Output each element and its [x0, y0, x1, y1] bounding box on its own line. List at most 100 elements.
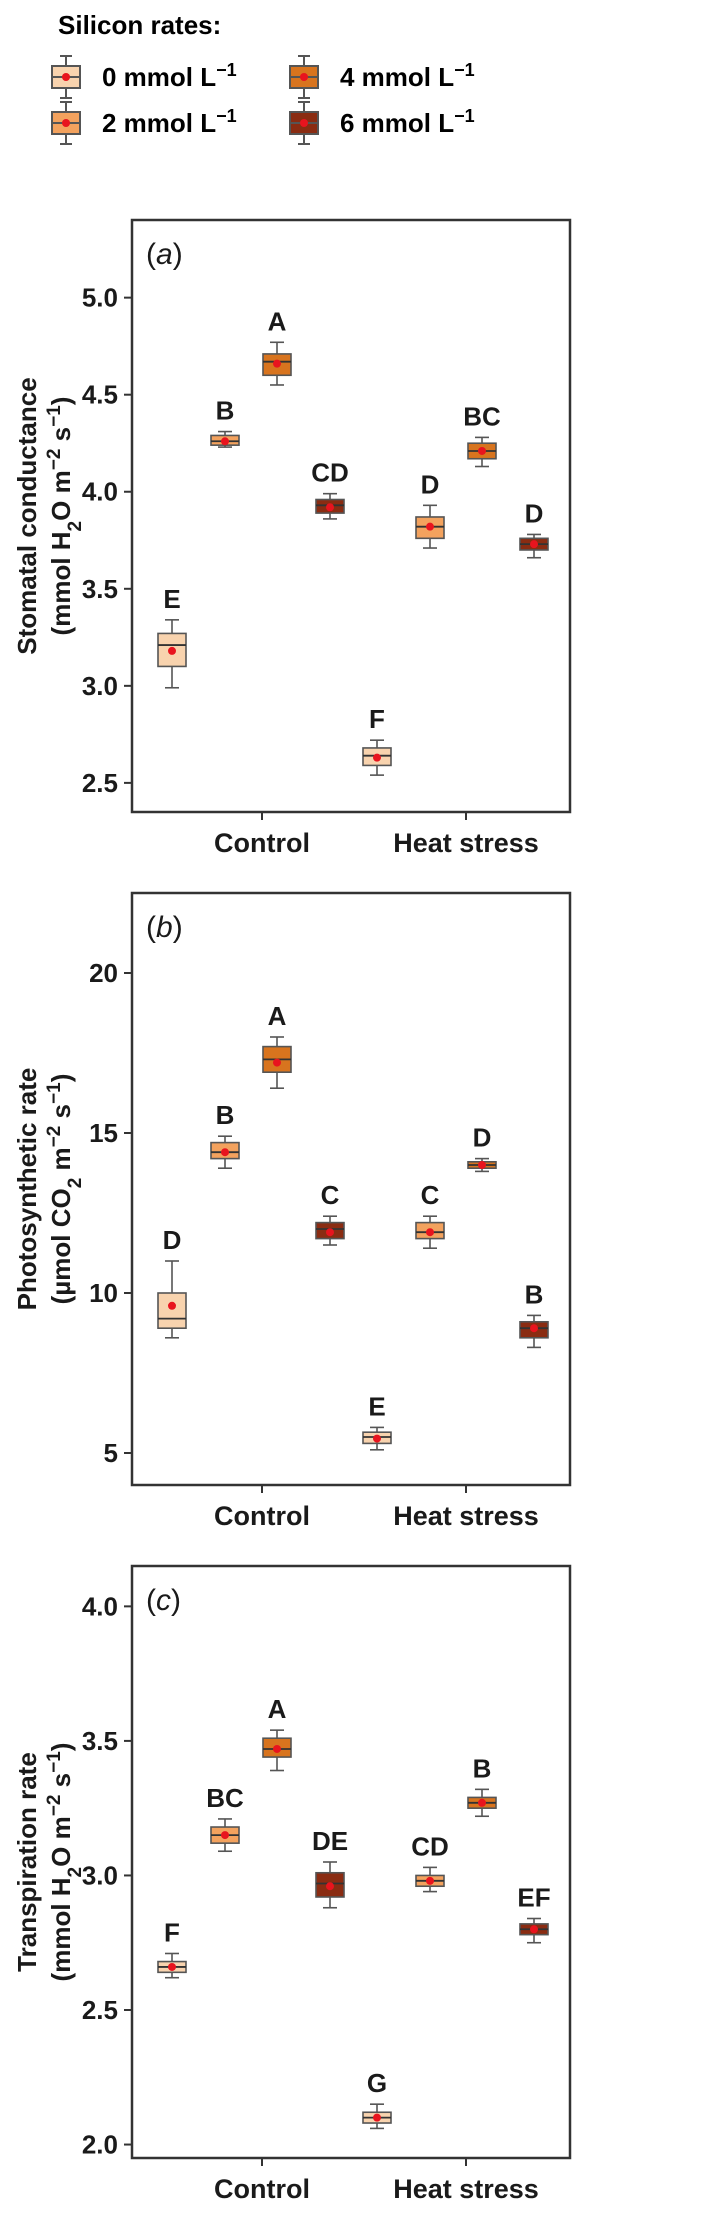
mean-dot	[326, 1228, 334, 1237]
y-axis-title-line2: (µmol CO2 m−2 s−1)	[44, 1074, 86, 1305]
mean-dot	[221, 1831, 229, 1840]
panel-b: (b) 5 10 15 20 Control Heat stress Photosynthet…	[0, 878, 723, 1546]
legend: Silicon rates: 0 mmol L−1 2 mmol L−1 4 mmo…	[0, 0, 723, 200]
panel-label: (c)	[146, 1584, 181, 1617]
significance-label: CD	[311, 458, 349, 488]
significance-label: F	[369, 704, 385, 734]
box-control-0: D	[157, 1225, 187, 1339]
box-heat-2: B	[467, 1753, 497, 1818]
y-axis-title: Transpiration rate (mmol H2O m−2 s−1)	[12, 1743, 86, 1982]
y-axis-title-line2: (mmol H2O m−2 s−1)	[44, 397, 86, 636]
mean-dot	[426, 1228, 434, 1237]
significance-label: BC	[463, 401, 501, 431]
legend-item-2: 4 mmol L−1	[289, 55, 475, 99]
box-heat-1: D	[415, 469, 445, 549]
box-control-2: A	[262, 1001, 292, 1089]
box-control-0: F	[157, 1917, 187, 1979]
legend-svg: Silicon rates: 0 mmol L−1 2 mmol L−1 4 mmo…	[51, 10, 475, 145]
chart-transpiration-rate: (c) 2.0 2.5 3.0 3.5 4.0 Control Heat stress Tran…	[12, 1564, 572, 2204]
y-tick-label: 3.0	[82, 1860, 118, 1890]
significance-label: A	[268, 306, 287, 336]
mean-dot	[478, 1161, 486, 1169]
significance-label: D	[163, 1225, 182, 1255]
legend-item-1: 2 mmol L−1	[51, 101, 237, 145]
box-control-1: B	[210, 396, 240, 448]
mean-dot	[426, 522, 434, 531]
y-tick-label: 3.5	[82, 574, 118, 604]
significance-label: DE	[312, 1826, 348, 1856]
mean-dot	[273, 1058, 281, 1067]
significance-label: A	[268, 1001, 287, 1031]
legend-label-2: 4 mmol L−1	[340, 60, 475, 92]
mean-dot	[530, 540, 538, 549]
y-tick-label: 10	[89, 1278, 118, 1308]
legend-label-3: 6 mmol L−1	[340, 106, 475, 138]
y-tick-label: 3.0	[82, 671, 118, 701]
category-label: Control	[214, 1501, 310, 1531]
legend-items: 0 mmol L−1 2 mmol L−1 4 mmol L−1 6 mmol L−1	[51, 55, 475, 145]
box-heat-1: CD	[411, 1831, 449, 1893]
y-tick-label: 2.5	[82, 768, 118, 798]
significance-label: CD	[411, 1831, 449, 1861]
chart-photosynthetic-rate: (b) 5 10 15 20 Control Heat stress Photosynthet…	[12, 891, 572, 1531]
box-heat-0: E	[362, 1391, 392, 1451]
box-control-1: B	[210, 1100, 240, 1170]
mean-dot	[221, 437, 229, 446]
panel-a: (a) 2.5 3.0 3.5 4.0 4.5 5.0 Control Heat stress S…	[0, 205, 723, 873]
box-heat-1: C	[415, 1180, 445, 1250]
box-control-2: A	[262, 306, 292, 386]
y-tick-label: 5.0	[82, 283, 118, 313]
box-control-0: E	[157, 584, 187, 689]
significance-label: D	[525, 498, 544, 528]
mean-dot	[273, 1744, 281, 1753]
box-control-3: CD	[311, 458, 349, 520]
legend-label-1: 2 mmol L−1	[102, 106, 237, 138]
mean-dot	[273, 359, 281, 368]
plot-frame	[130, 218, 572, 814]
chart-stomatal-conductance: (a) 2.5 3.0 3.5 4.0 4.5 5.0 Control Heat stress S…	[12, 218, 572, 858]
mean-dot	[530, 1324, 538, 1333]
panel-c: (c) 2.0 2.5 3.0 3.5 4.0 Control Heat stress Tran…	[0, 1551, 723, 2231]
plot-frame	[130, 891, 572, 1487]
box-heat-3: D	[519, 498, 549, 559]
category-label: Heat stress	[393, 828, 539, 858]
mean-dot	[168, 1962, 176, 1971]
box-heat-2: BC	[463, 401, 501, 468]
legend-item-3: 6 mmol L−1	[289, 101, 475, 145]
plot-frame	[130, 1564, 572, 2160]
y-tick-label: 3.5	[82, 1726, 118, 1756]
category-label: Heat stress	[393, 2174, 539, 2204]
y-tick-label: 4.0	[82, 477, 118, 507]
mean-dot	[478, 446, 486, 455]
mean-dot	[373, 753, 381, 762]
y-axis-title: Photosynthetic rate (µmol CO2 m−2 s−1)	[12, 1068, 86, 1311]
mean-dot	[530, 1925, 538, 1934]
category-label: Heat stress	[393, 1501, 539, 1531]
legend-label-0: 0 mmol L−1	[102, 60, 237, 92]
box-control-3: DE	[312, 1826, 348, 1909]
significance-label: E	[163, 584, 180, 614]
y-tick-label: 15	[89, 1118, 118, 1148]
significance-label: EF	[517, 1883, 550, 1913]
y-axis-title-line1: Transpiration rate	[12, 1752, 42, 1972]
significance-label: A	[268, 1694, 287, 1724]
mean-dot	[221, 1148, 229, 1157]
y-axis-title-line2: (mmol H2O m−2 s−1)	[44, 1743, 86, 1982]
significance-label: B	[525, 1279, 544, 1309]
significance-label: B	[216, 1100, 235, 1130]
box-heat-3: EF	[517, 1883, 551, 1944]
y-tick-label: 2.5	[82, 1995, 118, 2025]
legend-item-0: 0 mmol L−1	[51, 55, 237, 99]
category-label: Control	[214, 828, 310, 858]
significance-label: F	[164, 1917, 180, 1947]
significance-label: D	[473, 1123, 492, 1153]
mean-dot	[326, 1882, 334, 1891]
y-tick-label: 20	[89, 958, 118, 988]
significance-label: D	[421, 469, 440, 499]
significance-label: BC	[206, 1783, 244, 1813]
legend-title: Silicon rates:	[58, 10, 221, 40]
box-heat-3: B	[519, 1279, 549, 1349]
significance-label: B	[473, 1753, 492, 1783]
box-control-2: A	[262, 1694, 292, 1772]
y-tick-label: 4.5	[82, 380, 118, 410]
